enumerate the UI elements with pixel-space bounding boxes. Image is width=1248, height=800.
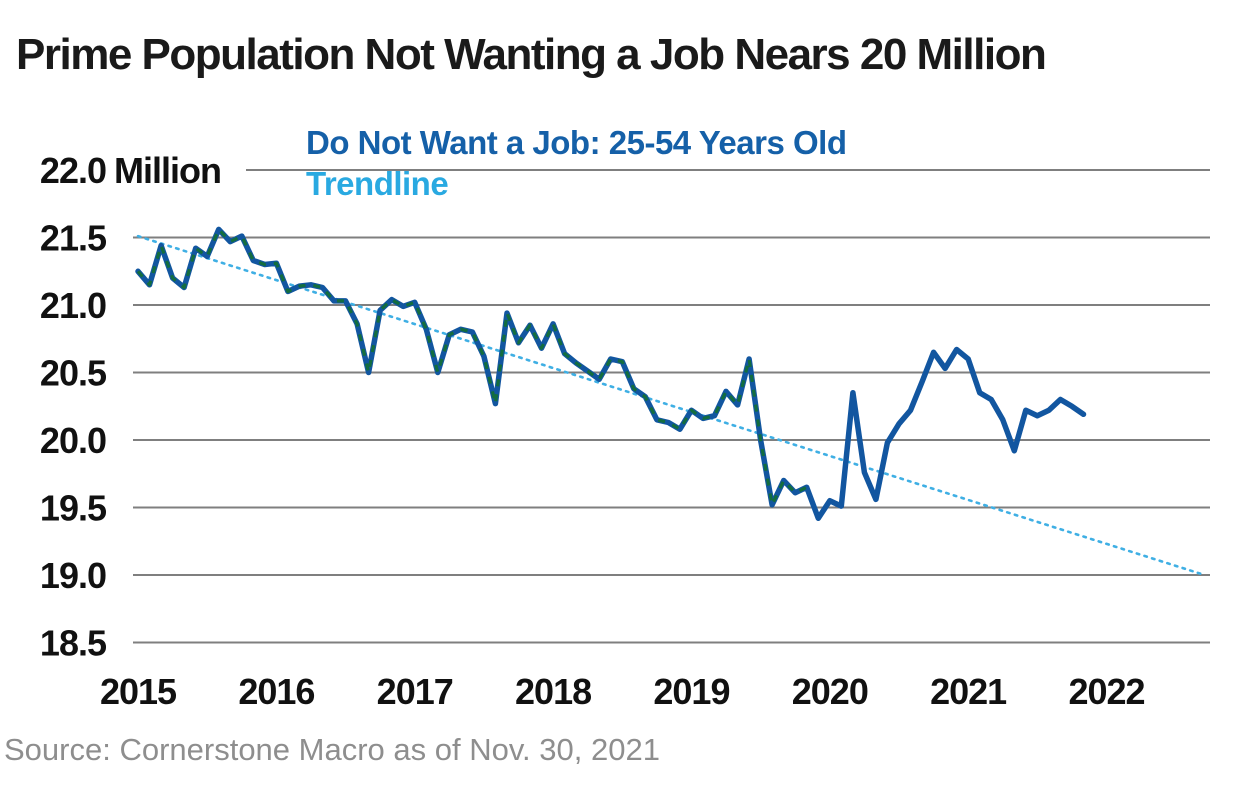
y-axis-tick-label: 21.5 <box>40 218 107 259</box>
x-axis-tick-label: 2017 <box>377 671 453 712</box>
trendline <box>136 234 1206 577</box>
series-line-do-not-want-a-job <box>135 226 1087 522</box>
chart-title: Prime Population Not Wanting a Job Nears… <box>16 30 1047 79</box>
source-note: Source: Cornerstone Macro as of Nov. 30,… <box>4 732 660 767</box>
y-axis-tick-label: 19.0 <box>40 555 106 596</box>
x-axis-tick-label: 2015 <box>100 671 177 712</box>
x-axis-tick-label: 2019 <box>653 671 729 712</box>
x-axis-tick-label: 2016 <box>238 671 314 712</box>
x-axis-tick-label: 2022 <box>1068 671 1144 712</box>
y-axis-tick-label: 21.0 <box>40 285 106 326</box>
y-axis-tick-label: 20.0 <box>40 420 106 461</box>
legend-item-series: Do Not Want a Job: 25-54 Years Old <box>306 124 847 161</box>
x-axis-tick-label: 2020 <box>792 671 868 712</box>
x-axis-tick-label: 2018 <box>515 671 591 712</box>
legend-item-trendline: Trendline <box>306 165 449 202</box>
y-axis-tick-label: 19.5 <box>40 488 107 529</box>
y-axis-tick-label: 20.5 <box>40 353 107 394</box>
x-axis-tick-label: 2021 <box>930 671 1007 712</box>
y-axis-tick-label: 18.5 <box>40 623 107 664</box>
series-line-dash-overlay <box>136 227 808 507</box>
y-axis-tick-label: 22.0 <box>40 150 106 191</box>
y-axis-unit-label: Million <box>114 150 221 191</box>
legend: Do Not Want a Job: 25-54 Years Old Trend… <box>306 122 847 204</box>
